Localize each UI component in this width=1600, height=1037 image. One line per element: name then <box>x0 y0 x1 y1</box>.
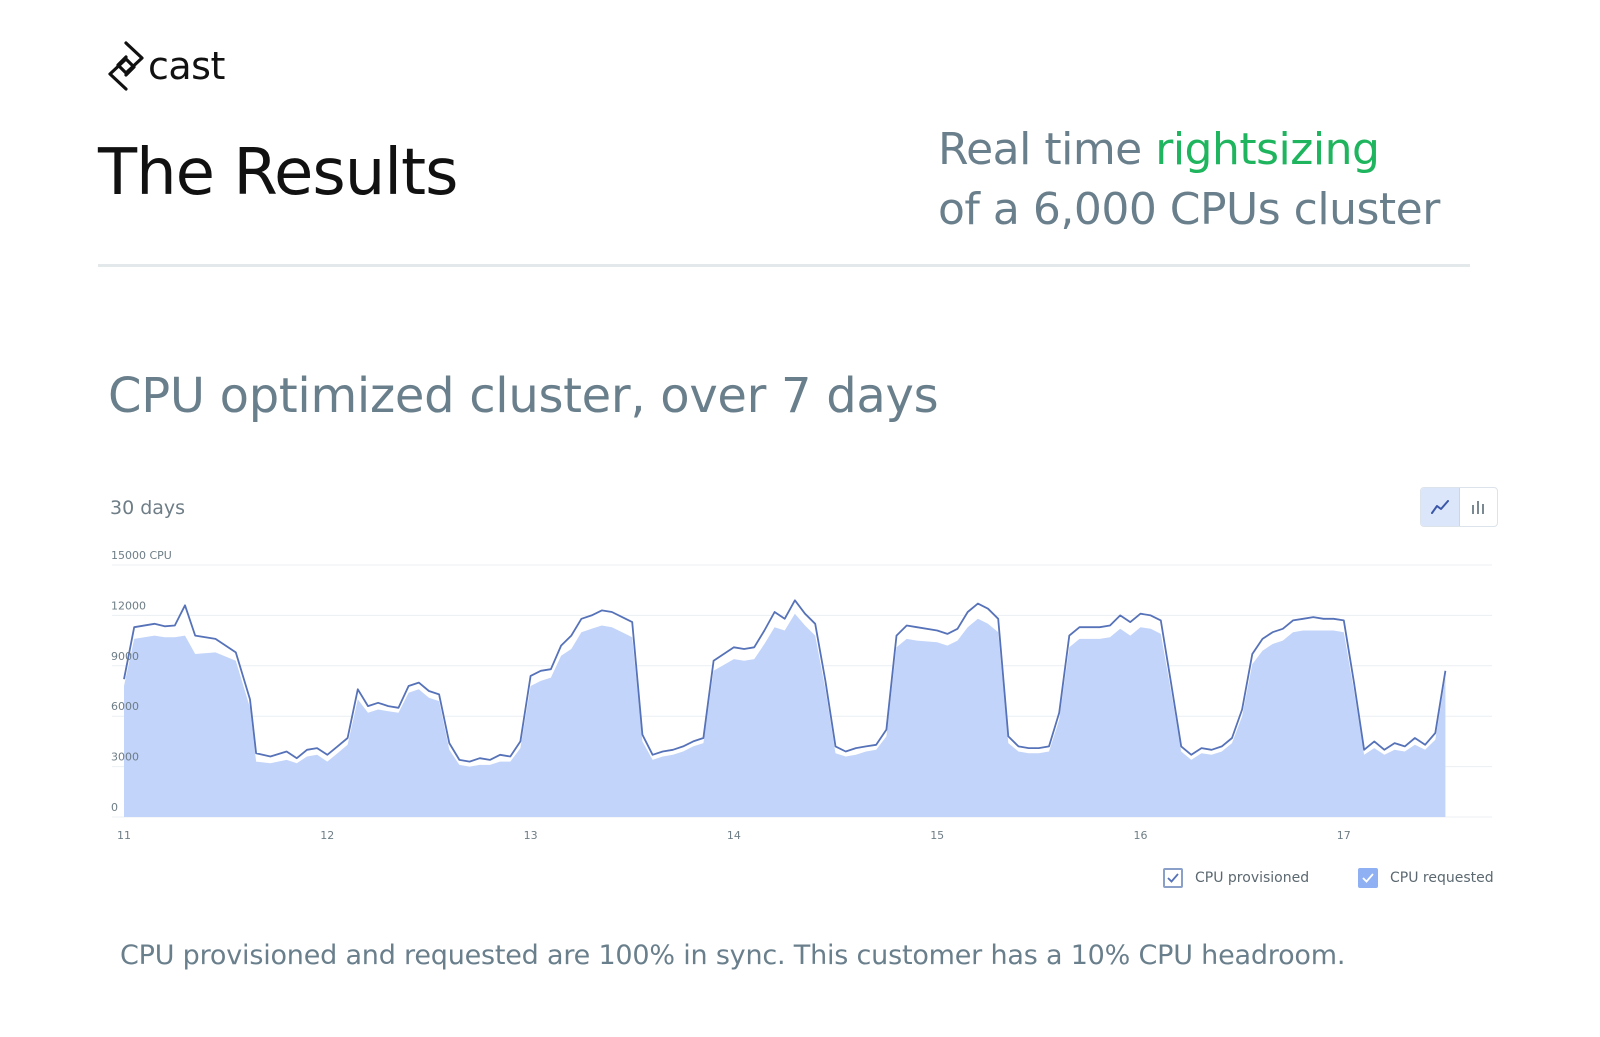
brand-name: cast <box>148 44 225 88</box>
legend-checkbox-provisioned[interactable] <box>1163 868 1183 888</box>
brand-logo: cast <box>106 40 225 92</box>
x-tick-label: 15 <box>930 829 944 840</box>
chart-view-toggle <box>1420 487 1498 527</box>
x-tick-label: 17 <box>1337 829 1351 840</box>
y-tick-label: 6000 <box>111 700 139 713</box>
legend-label-requested: CPU requested <box>1390 870 1494 886</box>
tagline-accent: rightsizing <box>1155 124 1380 175</box>
y-tick-label: 9000 <box>111 650 139 663</box>
legend-item-provisioned[interactable]: CPU provisioned <box>1163 868 1309 888</box>
y-tick-label: 3000 <box>111 751 139 764</box>
legend-checkbox-requested[interactable] <box>1358 868 1378 888</box>
y-tick-label: 15000 CPU <box>111 549 172 562</box>
x-tick-label: 14 <box>727 829 741 840</box>
x-tick-label: 13 <box>524 829 538 840</box>
tagline: Real time rightsizing of a 6,000 CPUs cl… <box>938 120 1440 240</box>
checkmark-icon <box>1362 873 1374 883</box>
series-requested-area <box>124 613 1446 817</box>
tagline-part1: Real time <box>938 124 1156 175</box>
line-view-button[interactable] <box>1421 488 1460 526</box>
chart-subtitle: CPU optimized cluster, over 7 days <box>108 368 939 424</box>
y-tick-label: 12000 <box>111 599 146 612</box>
y-tick-label: 0 <box>111 801 118 814</box>
bar-view-button[interactable] <box>1460 488 1498 526</box>
line-chart-icon <box>1430 500 1449 514</box>
x-tick-label: 12 <box>320 829 334 840</box>
period-label: 30 days <box>110 497 186 519</box>
x-tick-label: 16 <box>1133 829 1147 840</box>
page-title: The Results <box>98 136 458 210</box>
x-tick-label: 11 <box>117 829 131 840</box>
tagline-line2: of a 6,000 CPUs cluster <box>938 184 1440 235</box>
footer-note: CPU provisioned and requested are 100% i… <box>120 940 1346 971</box>
header-divider <box>98 264 1470 267</box>
legend-label-provisioned: CPU provisioned <box>1195 870 1310 886</box>
checkmark-icon <box>1167 873 1179 883</box>
cast-logo-icon <box>108 41 144 91</box>
legend-item-requested[interactable]: CPU requested <box>1358 868 1494 888</box>
series-provisioned-line <box>123 599 1447 763</box>
cpu-chart: 0 3000 6000 9000 12000 15000 CPU 11 12 13 14 15 16… <box>111 549 1492 840</box>
bar-chart-icon <box>1472 501 1485 514</box>
